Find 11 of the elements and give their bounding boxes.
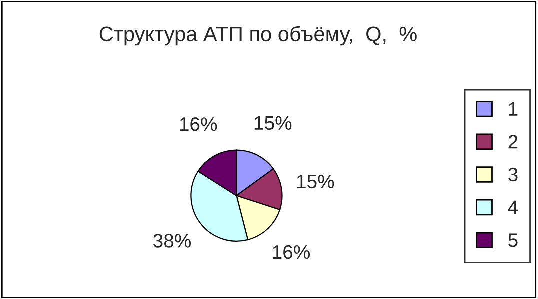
data-label: 38% — [154, 234, 192, 248]
legend-label: 1 — [509, 102, 518, 116]
data-label: 16% — [273, 245, 310, 260]
legend-label: 2 — [508, 135, 518, 149]
chart-title: Структура АТП по объёму, Q, % — [100, 26, 417, 46]
data-label: 16% — [180, 117, 218, 132]
legend-label: 3 — [508, 168, 518, 182]
legend-label: 5 — [508, 234, 518, 248]
data-label: 15% — [254, 116, 292, 130]
legend-label: 4 — [508, 200, 518, 214]
data-label: 15% — [297, 174, 334, 189]
